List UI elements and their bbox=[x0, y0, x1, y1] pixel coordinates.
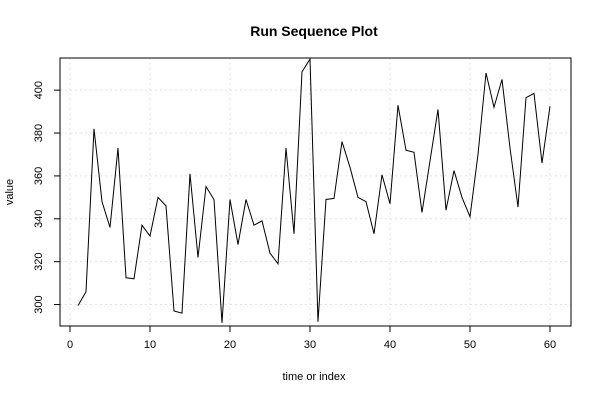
y-tick-label: 320 bbox=[33, 253, 45, 271]
x-tick-label: 0 bbox=[67, 339, 73, 351]
y-axis: 300 320 340 360 380 400 bbox=[33, 81, 60, 314]
x-tick-label: 30 bbox=[304, 339, 316, 351]
y-tick-label: 380 bbox=[33, 124, 45, 142]
plot-frame bbox=[59, 57, 572, 327]
x-axis: 0 10 20 30 40 50 60 bbox=[67, 326, 556, 351]
y-tick-label: 340 bbox=[33, 210, 45, 228]
x-tick-label: 40 bbox=[384, 339, 396, 351]
x-tick-label: 50 bbox=[464, 339, 476, 351]
x-tick-label: 10 bbox=[144, 339, 156, 351]
y-tick-label: 360 bbox=[33, 167, 45, 185]
series-line bbox=[77, 57, 551, 323]
grid-lines bbox=[60, 58, 571, 326]
y-tick-label: 300 bbox=[33, 295, 45, 313]
x-tick-label: 20 bbox=[224, 339, 236, 351]
y-tick-label: 400 bbox=[33, 81, 45, 99]
x-tick-label: 60 bbox=[544, 339, 556, 351]
x-axis-label: time or index bbox=[283, 371, 346, 383]
chart-title: Run Sequence Plot bbox=[250, 23, 378, 39]
y-axis-label: value bbox=[4, 179, 16, 205]
